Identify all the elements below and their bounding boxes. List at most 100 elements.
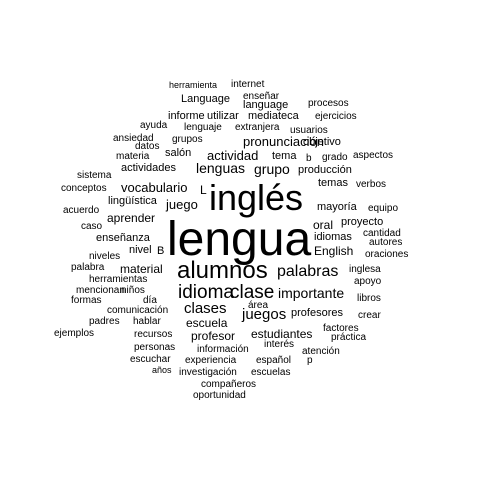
cloud-word: actividad [207, 148, 259, 163]
cloud-word: personas [134, 342, 176, 353]
cloud-word: informe [168, 110, 205, 122]
cloud-word: día [143, 295, 157, 306]
cloud-word: enseñar [243, 91, 280, 102]
cloud-word: factores [323, 323, 359, 334]
cloud-word: procesos [308, 98, 349, 109]
cloud-word: lingüística [108, 195, 157, 207]
cloud-word: compañeros [201, 379, 257, 390]
cloud-word: ansiedad [113, 133, 154, 144]
cloud-word: interés [264, 339, 295, 350]
cloud-word: equipo [368, 203, 399, 214]
cloud-word: ayuda [140, 120, 168, 131]
cloud-word: grupos [172, 134, 203, 145]
cloud-word: verbos [356, 179, 387, 190]
cloud-word: grupo [254, 161, 290, 177]
cloud-word: profesores [291, 307, 343, 319]
cloud-word: B [157, 245, 165, 257]
cloud-word: apoyo [354, 276, 382, 287]
cloud-word: enseñanza [96, 232, 150, 244]
cloud-word: palabra [71, 262, 105, 273]
cloud-word: sistema [77, 170, 112, 181]
cloud-word: proyecto [341, 216, 384, 228]
cloud-word: niños [121, 285, 145, 296]
cloud-word: actividades [121, 162, 177, 174]
cloud-word: oraciones [365, 249, 409, 260]
cloud-word: libros [357, 293, 381, 304]
cloud-word: crear [358, 310, 381, 321]
cloud-word: objetivo [303, 136, 341, 148]
cloud-word: nivel [129, 244, 152, 256]
cloud-word: niveles [89, 251, 121, 262]
cloud-word: ejercicios [315, 111, 357, 122]
cloud-word: idioma [178, 282, 234, 303]
cloud-word: Language [181, 93, 230, 105]
cloud-word: pronunciación [243, 134, 324, 149]
cloud-word: alumnos [177, 257, 268, 284]
cloud-word: L [200, 183, 207, 197]
cloud-word: lenguaje [184, 122, 222, 133]
cloud-word: p [307, 355, 313, 366]
cloud-word: ejemplos [54, 328, 95, 339]
cloud-word: aspectos [353, 150, 394, 161]
cloud-word: investigación [179, 367, 237, 378]
cloud-word: conceptos [61, 183, 107, 194]
cloud-word: salón [165, 147, 192, 159]
cloud-word: utilizar [207, 110, 239, 122]
cloud-word: caso [81, 221, 103, 232]
cloud-word: English [314, 244, 354, 258]
cloud-word: vocabulario [121, 180, 188, 195]
cloud-word: materia [116, 151, 150, 162]
cloud-word: acuerdo [63, 205, 100, 216]
cloud-word: grado [322, 152, 348, 163]
cloud-word: internet [231, 79, 265, 90]
cloud-word: importante [278, 285, 345, 301]
cloud-word: mencionan [76, 285, 125, 296]
cloud-word: estudiantes [251, 327, 313, 341]
cloud-word: información [197, 344, 249, 355]
cloud-word: español [256, 355, 292, 366]
cloud-word: b [306, 153, 312, 164]
cloud-word: escuelas [251, 367, 291, 378]
cloud-word: idiomas [314, 231, 352, 243]
cloud-word: mediateca [248, 110, 299, 122]
cloud-word: inglés [209, 177, 304, 218]
cloud-word: comunicación [107, 305, 169, 316]
cloud-word: práctica [331, 332, 367, 343]
cloud-word: language [243, 99, 289, 111]
cloud-word: cantidad [363, 228, 401, 239]
cloud-word: usuarios [290, 125, 328, 136]
cloud-word: recursos [134, 329, 173, 340]
cloud-word: mayoría [317, 201, 357, 213]
cloud-word: hablar [133, 316, 161, 327]
cloud-word: escuela [186, 316, 228, 330]
cloud-word: juego [166, 197, 198, 212]
cloud-word: experiencia [185, 355, 237, 366]
cloud-word: juegos [242, 306, 287, 323]
cloud-word: herramienta [169, 80, 218, 90]
cloud-word: oral [313, 218, 334, 232]
cloud-word: atención [302, 346, 340, 357]
cloud-word: formas [71, 295, 102, 306]
cloud-word: profesor [191, 329, 236, 343]
cloud-word: oportunidad [193, 390, 246, 401]
cloud-word: escuchar [130, 354, 171, 365]
cloud-word: tema [272, 150, 297, 162]
cloud-word: lenguas [196, 160, 246, 176]
cloud-word: temas [318, 177, 348, 189]
cloud-word: palabras [277, 263, 339, 280]
cloud-word: inglesa [349, 264, 381, 275]
cloud-word: años [152, 365, 172, 375]
cloud-word: autores [369, 237, 403, 248]
cloud-word: clase [230, 282, 275, 303]
cloud-word: área [248, 300, 269, 311]
cloud-word: producción [298, 164, 352, 176]
cloud-word: herramientas [89, 274, 148, 285]
cloud-word: extranjera [235, 122, 280, 133]
cloud-word: material [120, 262, 163, 276]
cloud-word: clases [184, 300, 227, 317]
cloud-word: lengua [167, 213, 312, 266]
cloud-word: aprender [107, 211, 156, 225]
cloud-word: padres [89, 316, 120, 327]
cloud-word: datos [135, 141, 160, 152]
